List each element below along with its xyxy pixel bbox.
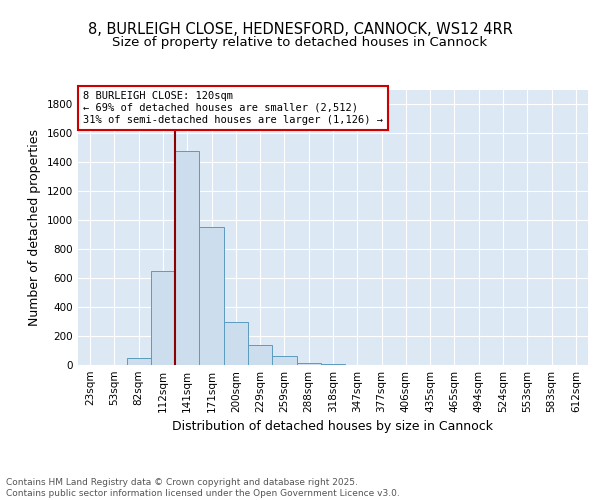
Bar	[248, 344, 272, 365]
X-axis label: Distribution of detached houses by size in Cannock: Distribution of detached houses by size …	[173, 420, 493, 434]
Bar	[151, 271, 175, 365]
Text: Size of property relative to detached houses in Cannock: Size of property relative to detached ho…	[112, 36, 488, 49]
Text: 8 BURLEIGH CLOSE: 120sqm
← 69% of detached houses are smaller (2,512)
31% of sem: 8 BURLEIGH CLOSE: 120sqm ← 69% of detach…	[83, 92, 383, 124]
Bar	[127, 358, 151, 365]
Bar	[321, 364, 345, 365]
Bar	[296, 363, 321, 365]
Y-axis label: Number of detached properties: Number of detached properties	[28, 129, 41, 326]
Text: 8, BURLEIGH CLOSE, HEDNESFORD, CANNOCK, WS12 4RR: 8, BURLEIGH CLOSE, HEDNESFORD, CANNOCK, …	[88, 22, 512, 38]
Bar	[224, 322, 248, 365]
Bar	[199, 228, 224, 365]
Bar	[175, 151, 199, 365]
Text: Contains HM Land Registry data © Crown copyright and database right 2025.
Contai: Contains HM Land Registry data © Crown c…	[6, 478, 400, 498]
Bar	[272, 356, 296, 365]
